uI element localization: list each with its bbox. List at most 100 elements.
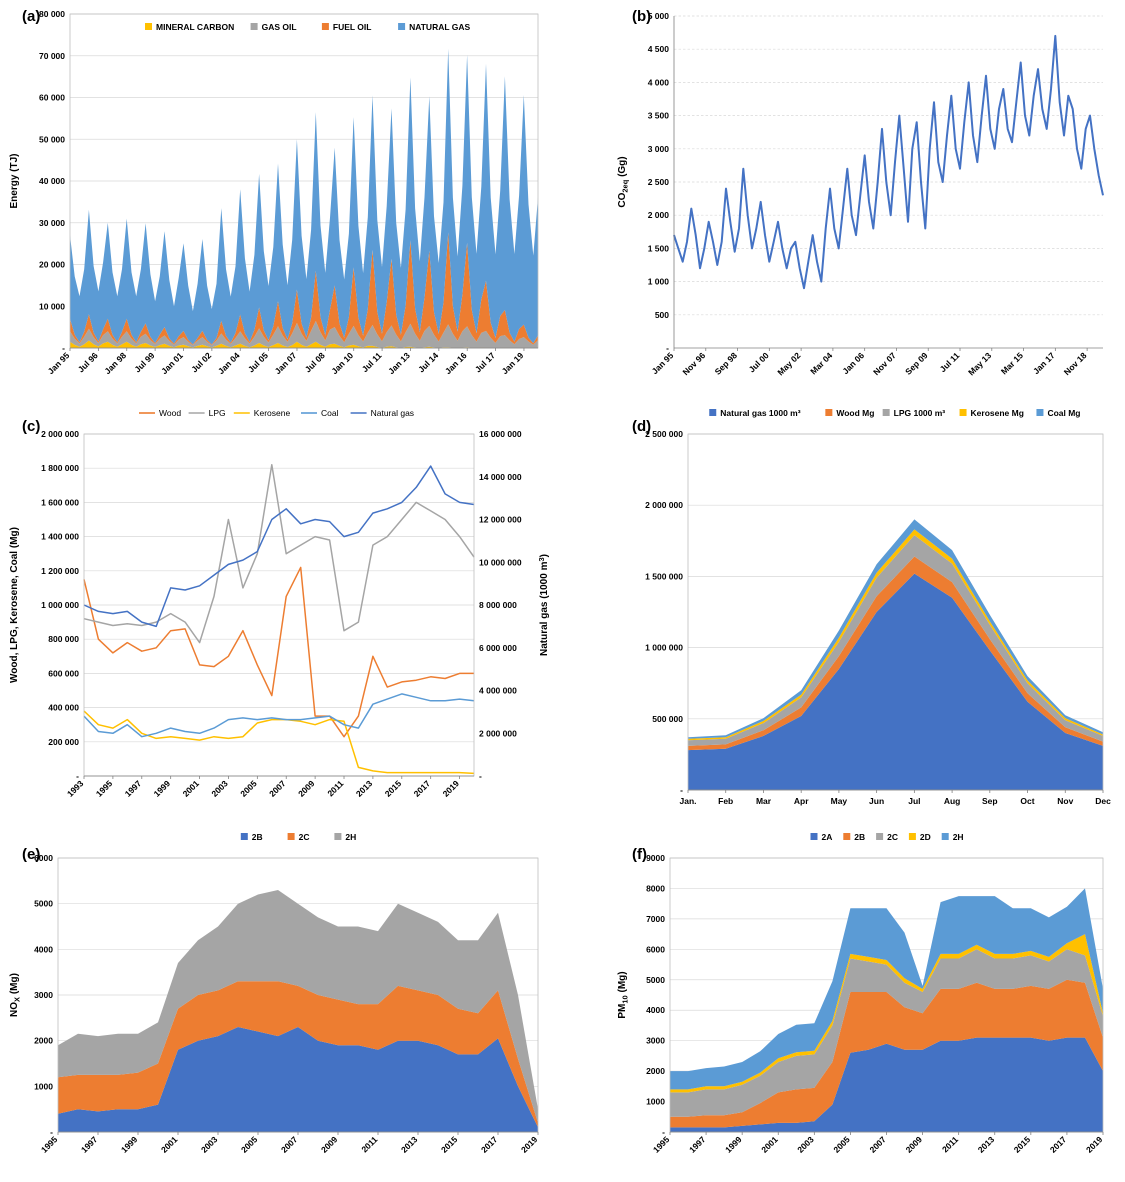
svg-text:2017: 2017	[412, 778, 433, 799]
svg-text:2007: 2007	[867, 1134, 888, 1155]
svg-text:-: -	[666, 343, 669, 353]
svg-text:1995: 1995	[39, 1134, 60, 1155]
svg-text:9000: 9000	[646, 853, 665, 863]
svg-text:2003: 2003	[199, 1134, 220, 1155]
panel-f: (f) - 1000 2000 3000 4000 5000 6000 7000 8000 900…	[562, 822, 1125, 1182]
svg-text:LPG 1000 m³: LPG 1000 m³	[894, 408, 946, 418]
chart-c-fuels-lines: - 200 000 400 000 600 000 800 000 1 000 000 1 …	[6, 400, 554, 820]
svg-text:400 000: 400 000	[48, 703, 79, 713]
svg-text:200 000: 200 000	[48, 737, 79, 747]
svg-text:Jan 95: Jan 95	[650, 350, 676, 376]
svg-text:2005: 2005	[238, 778, 259, 799]
svg-text:PM10 (Mg): PM10 (Mg)	[617, 971, 630, 1018]
panel-b: (b) - 500 1 000 1 500 2 000 2 500 3 000 3 500 4 …	[562, 0, 1125, 398]
svg-text:6000: 6000	[34, 853, 53, 863]
svg-text:2D: 2D	[920, 832, 931, 842]
svg-text:2003: 2003	[795, 1134, 816, 1155]
svg-text:Jan 13: Jan 13	[386, 350, 412, 376]
svg-text:10 000 000: 10 000 000	[479, 557, 522, 567]
panel-d-label: (d)	[632, 418, 652, 435]
svg-text:2019: 2019	[1084, 1134, 1105, 1155]
chart-d-monthly-stacked-area: - 500 000 1 000 000 1 500 000 2 000 000 2 500…	[614, 400, 1119, 820]
svg-text:-: -	[62, 343, 65, 353]
svg-text:2000: 2000	[34, 1036, 53, 1046]
svg-text:2H: 2H	[345, 832, 356, 842]
svg-text:1995: 1995	[651, 1134, 672, 1155]
svg-text:14 000 000: 14 000 000	[479, 472, 522, 482]
svg-text:2C: 2C	[299, 832, 310, 842]
svg-text:Mar 15: Mar 15	[999, 350, 1025, 376]
svg-text:1999: 1999	[152, 778, 173, 799]
svg-text:2 000 000: 2 000 000	[645, 500, 683, 510]
svg-text:Apr: Apr	[794, 796, 809, 806]
svg-text:2B: 2B	[854, 832, 865, 842]
chart-f-pm10-stacked-area: - 1000 2000 3000 4000 5000 6000 7000 8000 9000 199…	[614, 824, 1119, 1180]
svg-text:1 600 000: 1 600 000	[41, 497, 79, 507]
svg-text:2005: 2005	[239, 1134, 260, 1155]
svg-text:Jan 95: Jan 95	[46, 350, 72, 376]
svg-text:20 000: 20 000	[39, 260, 65, 270]
svg-text:Jul 99: Jul 99	[132, 350, 156, 374]
svg-text:NOX (Mg): NOX (Mg)	[9, 973, 22, 1017]
svg-text:1997: 1997	[123, 778, 144, 799]
panel-a: (a) - 10 000 20 000 30 000 40 000 50 000 60 00…	[0, 0, 562, 398]
chart-canvas: - 500 1 000 1 500 2 000 2 500 3 000 3 500 4 000 4…	[617, 11, 1104, 377]
panel-a-label: (a)	[22, 8, 41, 25]
svg-text:2001: 2001	[159, 1134, 180, 1155]
svg-text:8000: 8000	[646, 883, 665, 893]
svg-text:2 000 000: 2 000 000	[41, 429, 79, 439]
svg-text:2017: 2017	[479, 1134, 500, 1155]
svg-text:NATURAL GAS: NATURAL GAS	[409, 22, 470, 32]
svg-text:Mar: Mar	[756, 796, 772, 806]
svg-text:Nov 18: Nov 18	[1062, 350, 1089, 377]
svg-text:Wood Mg: Wood Mg	[836, 408, 874, 418]
svg-text:60 000: 60 000	[39, 93, 65, 103]
svg-text:Jan 17: Jan 17	[1031, 350, 1057, 376]
svg-text:2005: 2005	[831, 1134, 852, 1155]
svg-text:Kerosene Mg: Kerosene Mg	[971, 408, 1024, 418]
svg-text:May 13: May 13	[966, 350, 993, 377]
svg-text:Wood, LPG, Kerosene, Coal (Mg): Wood, LPG, Kerosene, Coal (Mg)	[9, 527, 20, 683]
svg-text:2009: 2009	[904, 1134, 925, 1155]
svg-text:Jul 02: Jul 02	[189, 350, 213, 374]
svg-text:500: 500	[655, 310, 669, 320]
svg-text:CO2eq (Gg): CO2eq (Gg)	[617, 156, 630, 207]
svg-text:2017: 2017	[1048, 1134, 1069, 1155]
svg-text:5 000: 5 000	[648, 11, 670, 21]
svg-text:1999: 1999	[119, 1134, 140, 1155]
svg-text:Wood: Wood	[159, 408, 181, 418]
svg-text:2001: 2001	[759, 1134, 780, 1155]
svg-text:40 000: 40 000	[39, 176, 65, 186]
svg-text:8 000 000: 8 000 000	[479, 600, 517, 610]
svg-text:3000: 3000	[34, 990, 53, 1000]
panel-b-label: (b)	[632, 8, 652, 25]
svg-text:500 000: 500 000	[652, 714, 683, 724]
svg-text:2013: 2013	[976, 1134, 997, 1155]
svg-text:2 000: 2 000	[648, 210, 670, 220]
svg-text:2001: 2001	[181, 778, 202, 799]
svg-text:2015: 2015	[439, 1134, 460, 1155]
svg-text:Kerosene: Kerosene	[254, 408, 291, 418]
svg-text:Nov 96: Nov 96	[680, 350, 707, 377]
svg-text:800 000: 800 000	[48, 634, 79, 644]
svg-text:1 800 000: 1 800 000	[41, 463, 79, 473]
svg-text:1995: 1995	[94, 778, 115, 799]
svg-text:4000: 4000	[646, 1005, 665, 1015]
svg-text:LPG: LPG	[209, 408, 226, 418]
svg-text:Jan 06: Jan 06	[840, 350, 866, 376]
svg-text:Mar 04: Mar 04	[808, 350, 834, 376]
svg-text:1 500 000: 1 500 000	[645, 571, 683, 581]
svg-text:1000: 1000	[34, 1081, 53, 1091]
svg-text:Jul: Jul	[908, 796, 920, 806]
svg-text:FUEL OIL: FUEL OIL	[333, 22, 372, 32]
svg-text:Jan.: Jan.	[679, 796, 696, 806]
svg-text:3000: 3000	[646, 1036, 665, 1046]
svg-text:80 000: 80 000	[39, 9, 65, 19]
svg-text:1997: 1997	[79, 1134, 100, 1155]
svg-text:Dec: Dec	[1095, 796, 1111, 806]
svg-text:2B: 2B	[252, 832, 263, 842]
svg-text:2A: 2A	[822, 832, 833, 842]
chart-b-co2eq-line: - 500 1 000 1 500 2 000 2 500 3 000 3 500 4 000 4…	[614, 2, 1119, 396]
svg-text:Jan 01: Jan 01	[159, 350, 185, 376]
